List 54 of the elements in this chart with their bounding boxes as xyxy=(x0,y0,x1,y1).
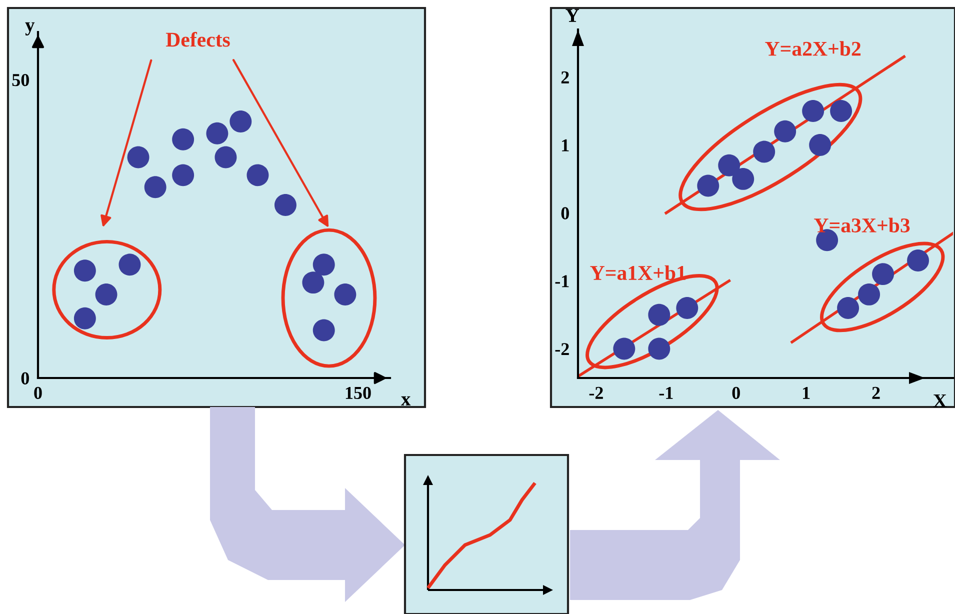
point xyxy=(144,176,166,198)
x-tick-label: -2 xyxy=(589,386,603,399)
series-label: Y=a3X+b3 xyxy=(814,218,910,232)
point xyxy=(697,174,720,197)
y-tick-label: 50 xyxy=(12,74,29,86)
x-tick-label: 0 xyxy=(732,386,740,400)
point xyxy=(74,260,96,282)
point xyxy=(206,122,228,144)
point xyxy=(802,100,824,122)
y-tick-label: -1 xyxy=(555,275,569,288)
point xyxy=(312,254,335,276)
point xyxy=(774,120,796,142)
point xyxy=(334,284,356,306)
point xyxy=(214,146,237,168)
point xyxy=(718,154,740,176)
annotation: Defects xyxy=(166,32,230,47)
point xyxy=(830,100,852,122)
x-axis-title: x xyxy=(401,396,411,406)
point xyxy=(274,194,296,216)
y-tick-label: 0 xyxy=(561,207,569,220)
point xyxy=(74,307,96,330)
point xyxy=(172,164,194,186)
x-tick-label: -1 xyxy=(659,386,673,399)
point xyxy=(230,110,252,132)
y-axis-title: Y xyxy=(566,9,580,22)
point xyxy=(127,146,150,168)
point xyxy=(732,168,754,190)
point xyxy=(809,134,832,156)
point xyxy=(872,263,894,286)
point xyxy=(312,319,335,342)
point xyxy=(837,297,860,320)
series-label: Y=a2X+b2 xyxy=(765,41,861,56)
x-axis-title: X xyxy=(933,394,947,408)
point xyxy=(172,128,194,150)
point xyxy=(613,338,636,360)
point xyxy=(95,284,118,306)
x-tick-label: 2 xyxy=(872,386,880,399)
y-axis-title: y xyxy=(25,22,35,36)
x-tick-label: 1 xyxy=(803,386,810,399)
y-tick-label: 1 xyxy=(562,139,569,152)
point xyxy=(246,164,269,186)
point xyxy=(302,272,324,294)
point xyxy=(858,283,880,306)
series-label: Y=a1X+b1 xyxy=(590,265,686,280)
point xyxy=(676,297,698,320)
point xyxy=(753,140,776,163)
point xyxy=(648,338,670,360)
point xyxy=(648,304,670,326)
y-tick-label: 2 xyxy=(561,71,569,84)
y-tick-label: -2 xyxy=(555,343,569,356)
x-tick-label: 150 xyxy=(346,386,371,400)
point xyxy=(118,254,141,276)
point xyxy=(907,249,929,272)
x-tick-label: 0 xyxy=(34,386,42,400)
